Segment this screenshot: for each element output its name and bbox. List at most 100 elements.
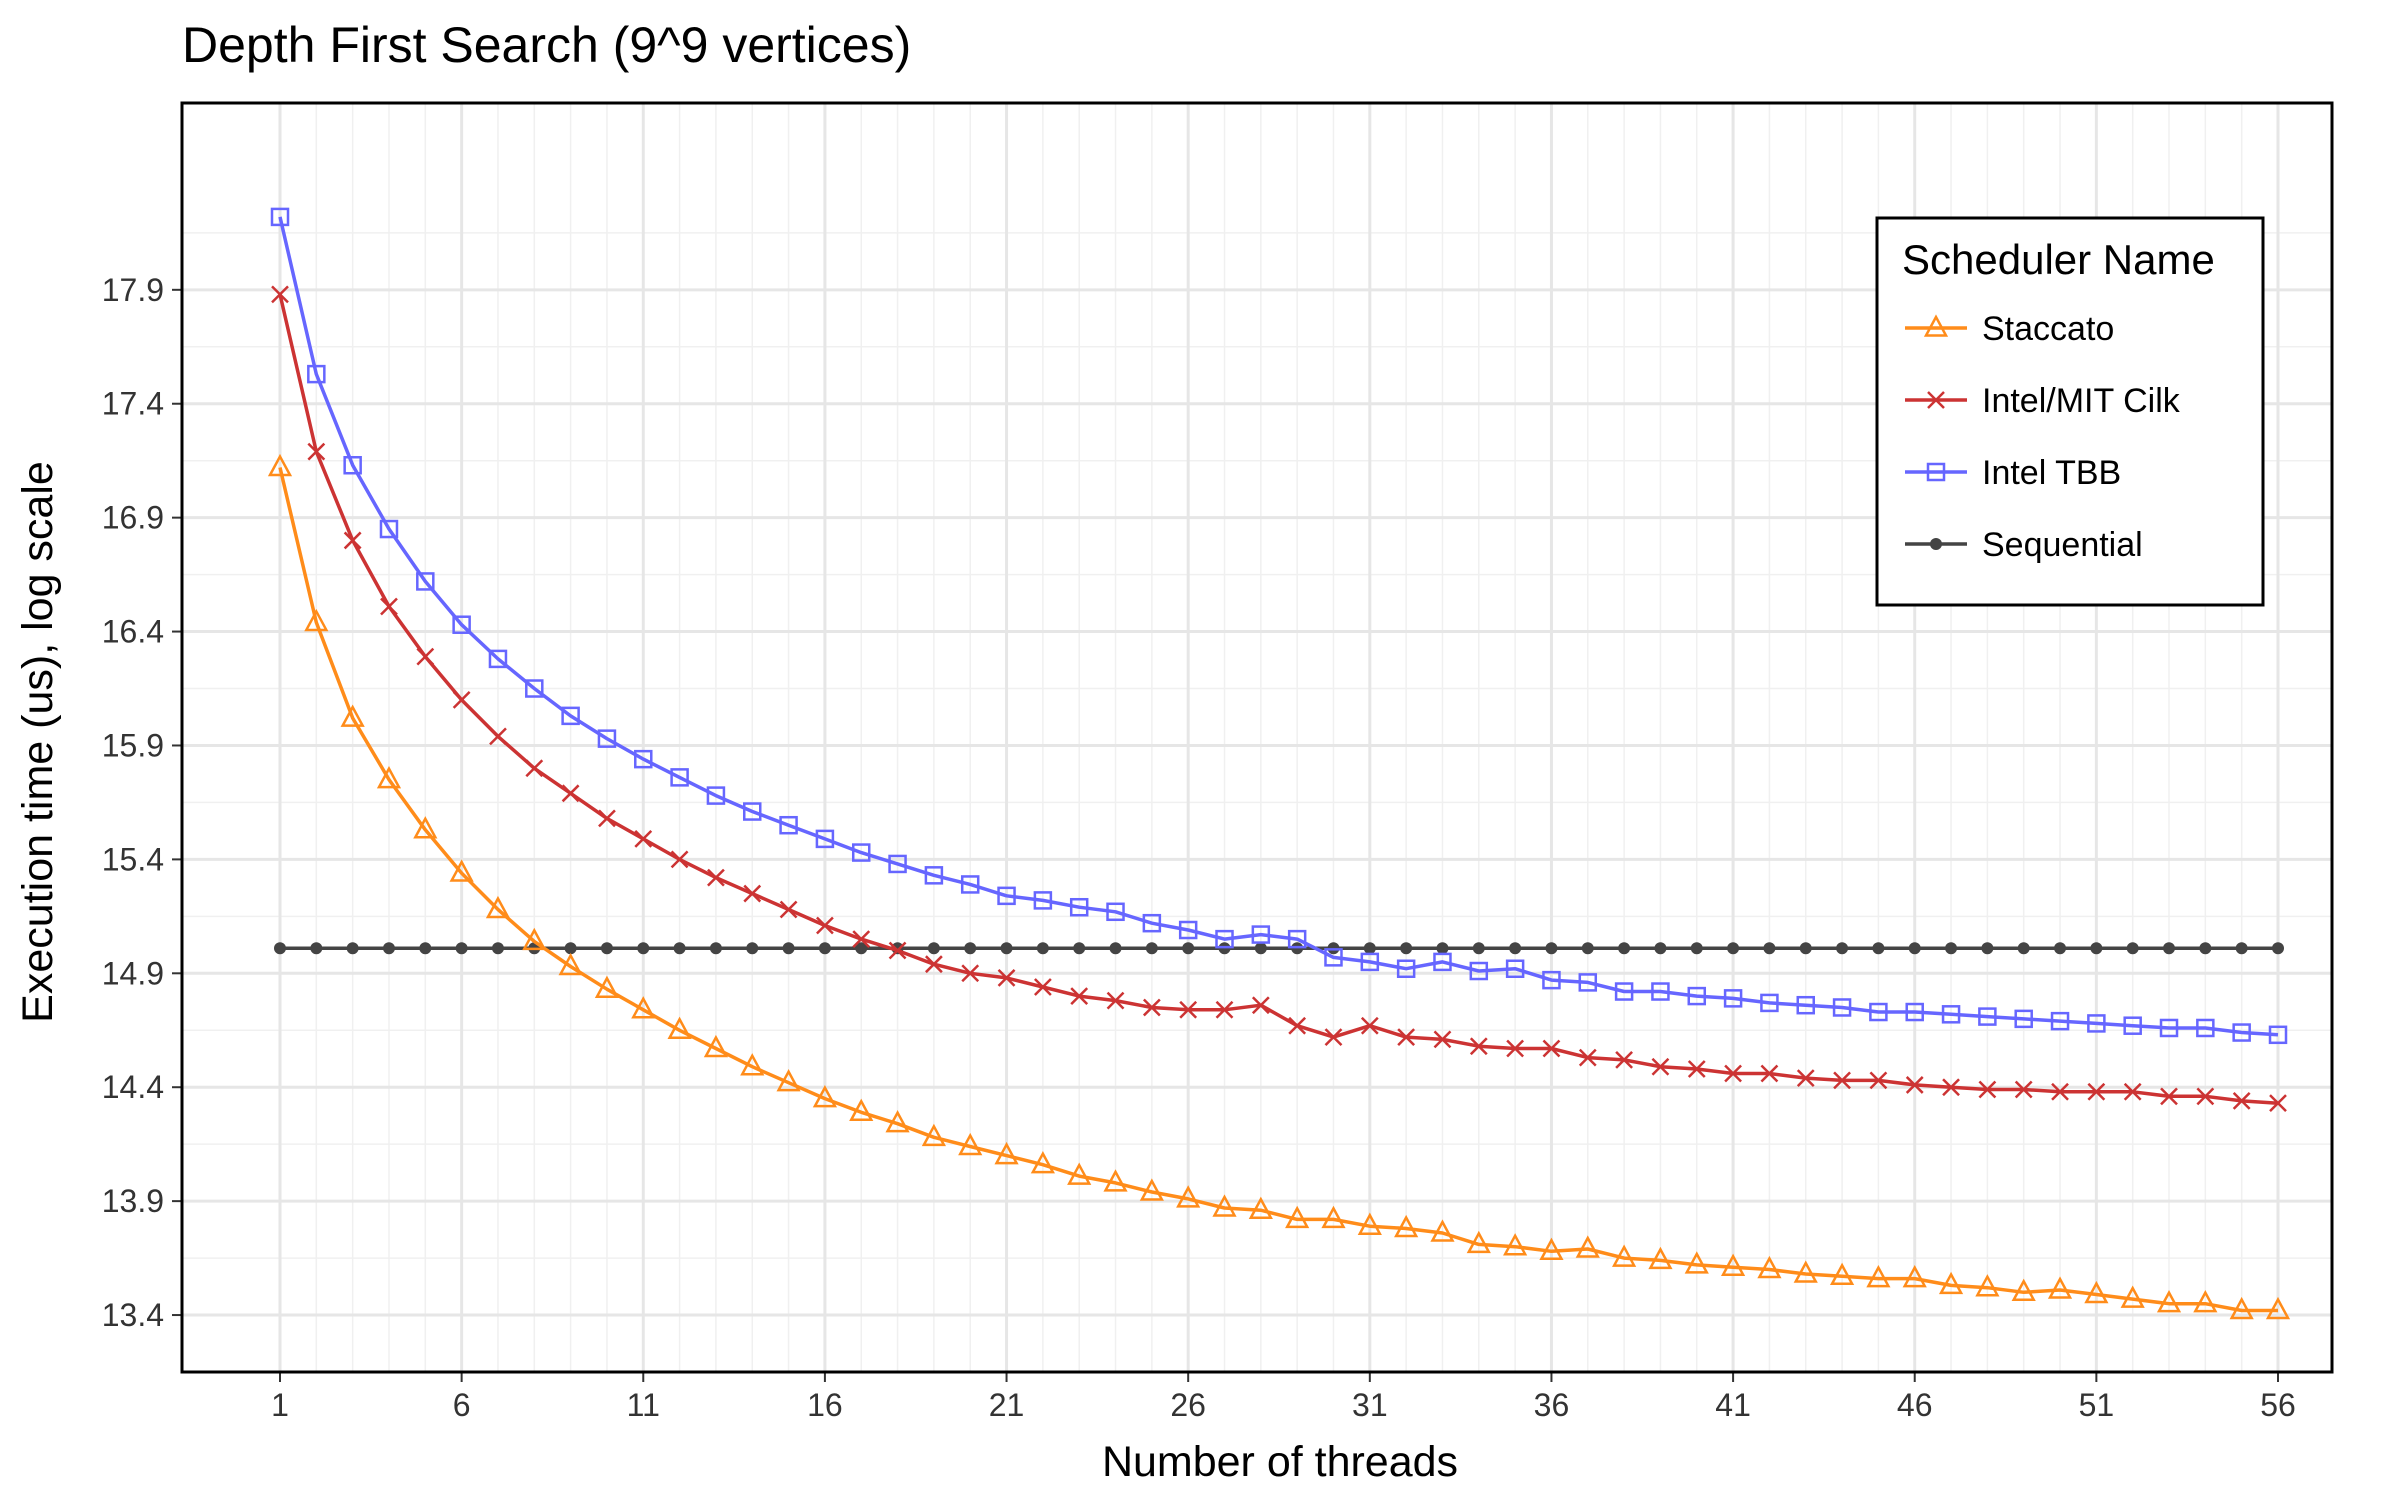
data-point-intel-tbb <box>488 649 508 669</box>
data-point-intel-mit-cilk <box>1796 1069 1815 1087</box>
marker-stroke <box>1869 1071 1888 1090</box>
data-point-intel-tbb <box>416 572 435 591</box>
y-tick-label: 16.9 <box>102 500 164 536</box>
data-point-intel-mit-cilk <box>1724 1064 1742 1083</box>
data-point-intel-mit-cilk <box>1251 996 1270 1015</box>
data-point-sequential <box>382 942 395 955</box>
marker-stroke <box>1179 1000 1198 1019</box>
marker-stroke <box>1215 1000 1234 1019</box>
marker-stroke <box>888 941 907 960</box>
data-point-intel-mit-cilk <box>2160 1087 2178 1106</box>
marker-stroke <box>1942 1078 1960 1097</box>
x-axis-title: Number of threads <box>1102 1438 1458 1486</box>
marker-stroke <box>1469 1037 1488 1056</box>
marker-stroke <box>2269 1094 2287 1113</box>
data-point-staccato <box>1793 1260 1818 1283</box>
data-point-intel-tbb <box>1324 948 1343 967</box>
data-point-sequential <box>1908 942 1921 955</box>
data-point-intel-mit-cilk <box>1978 1080 1997 1099</box>
data-point-staccato <box>1139 1178 1164 1201</box>
x-tick-label: 56 <box>2260 1387 2296 1423</box>
series-sequential <box>274 942 2284 955</box>
legend-key-marker <box>1930 538 1942 550</box>
data-point-staccato <box>2265 1296 2291 1320</box>
data-point-staccato <box>1430 1219 1455 1242</box>
data-point-sequential <box>818 942 831 955</box>
data-point-sequential <box>1400 942 1413 955</box>
legend-key-marker <box>1926 462 1946 482</box>
data-point-intel-tbb <box>452 615 471 634</box>
data-point-staccato <box>667 1016 692 1040</box>
data-point-staccato <box>2156 1290 2182 1313</box>
data-point-intel-mit-cilk <box>1324 1028 1343 1046</box>
data-point-sequential <box>746 942 759 955</box>
data-point-intel-tbb <box>2050 1011 2070 1031</box>
data-point-sequential <box>782 942 795 955</box>
data-point-intel-tbb <box>1505 959 1525 978</box>
marker-stroke <box>380 597 398 616</box>
data-point-intel-tbb <box>634 749 653 769</box>
data-point-sequential <box>1654 942 1667 955</box>
data-point-sequential <box>1727 942 1740 955</box>
data-point-intel-mit-cilk <box>2269 1094 2287 1113</box>
data-point-staccato <box>340 704 365 727</box>
x-tick-label: 1 <box>271 1387 289 1423</box>
data-point-staccato <box>2193 1290 2218 1313</box>
marker-stroke <box>1360 1016 1379 1035</box>
data-point-staccato <box>449 859 474 882</box>
marker-stroke <box>1506 1039 1525 1058</box>
data-point-staccato <box>885 1110 910 1133</box>
series-line-intel-tbb <box>278 216 2279 1037</box>
data-point-intel-mit-cilk <box>2232 1092 2251 1110</box>
data-point-intel-tbb <box>1905 1002 1924 1022</box>
data-point-staccato <box>413 816 438 839</box>
data-point-intel-mit-cilk <box>779 900 798 919</box>
data-point-sequential <box>274 942 286 955</box>
marker-stroke <box>1070 987 1089 1005</box>
data-point-intel-tbb <box>997 886 1016 906</box>
marker-stroke <box>779 900 798 919</box>
data-point-staccato <box>2120 1285 2145 1308</box>
data-point-intel-tbb <box>525 679 544 698</box>
data-point-staccato <box>558 952 583 976</box>
marker-stroke <box>925 955 943 974</box>
data-point-staccato <box>1648 1246 1673 1270</box>
data-point-intel-mit-cilk <box>1469 1037 1488 1056</box>
data-point-intel-mit-cilk <box>1360 1016 1379 1035</box>
data-point-intel-mit-cilk <box>1288 1016 1307 1035</box>
data-point-intel-mit-cilk <box>416 647 435 666</box>
data-point-intel-mit-cilk <box>2087 1082 2106 1101</box>
x-tick-label: 36 <box>1534 1387 1570 1423</box>
data-point-intel-tbb <box>2196 1018 2215 1038</box>
data-point-staccato <box>1248 1196 1273 1219</box>
data-point-intel-tbb <box>597 729 617 748</box>
data-point-staccato <box>631 996 656 1019</box>
data-point-intel-mit-cilk <box>1542 1039 1561 1058</box>
data-point-intel-tbb <box>1287 929 1307 949</box>
data-point-intel-tbb <box>1978 1007 1997 1026</box>
data-point-sequential <box>1109 942 1122 955</box>
marker-stroke <box>1927 391 1945 409</box>
data-point-sequential <box>600 942 613 955</box>
marker-stroke <box>2160 1087 2178 1106</box>
marker-stroke <box>271 285 289 304</box>
data-point-intel-tbb <box>1723 989 1743 1008</box>
x-tick-label: 26 <box>1170 1387 1206 1423</box>
data-point-staccato <box>994 1141 1019 1165</box>
data-point-staccato <box>1539 1237 1564 1261</box>
data-point-intel-tbb <box>1796 995 1815 1015</box>
data-point-intel-tbb <box>1251 925 1271 944</box>
data-point-staccato <box>1103 1169 1128 1192</box>
data-point-intel-mit-cilk <box>1905 1076 1924 1094</box>
data-point-sequential <box>346 942 359 955</box>
data-point-sequential <box>2199 942 2212 955</box>
marker-stroke <box>634 829 653 848</box>
y-tick-label: 15.9 <box>102 727 164 763</box>
data-point-intel-mit-cilk <box>743 884 762 903</box>
data-point-intel-mit-cilk <box>2196 1087 2215 1106</box>
data-point-sequential <box>419 942 432 955</box>
data-point-intel-tbb <box>1941 1005 1961 1024</box>
data-point-sequential <box>2017 942 2030 955</box>
marker-stroke <box>2196 1087 2215 1106</box>
